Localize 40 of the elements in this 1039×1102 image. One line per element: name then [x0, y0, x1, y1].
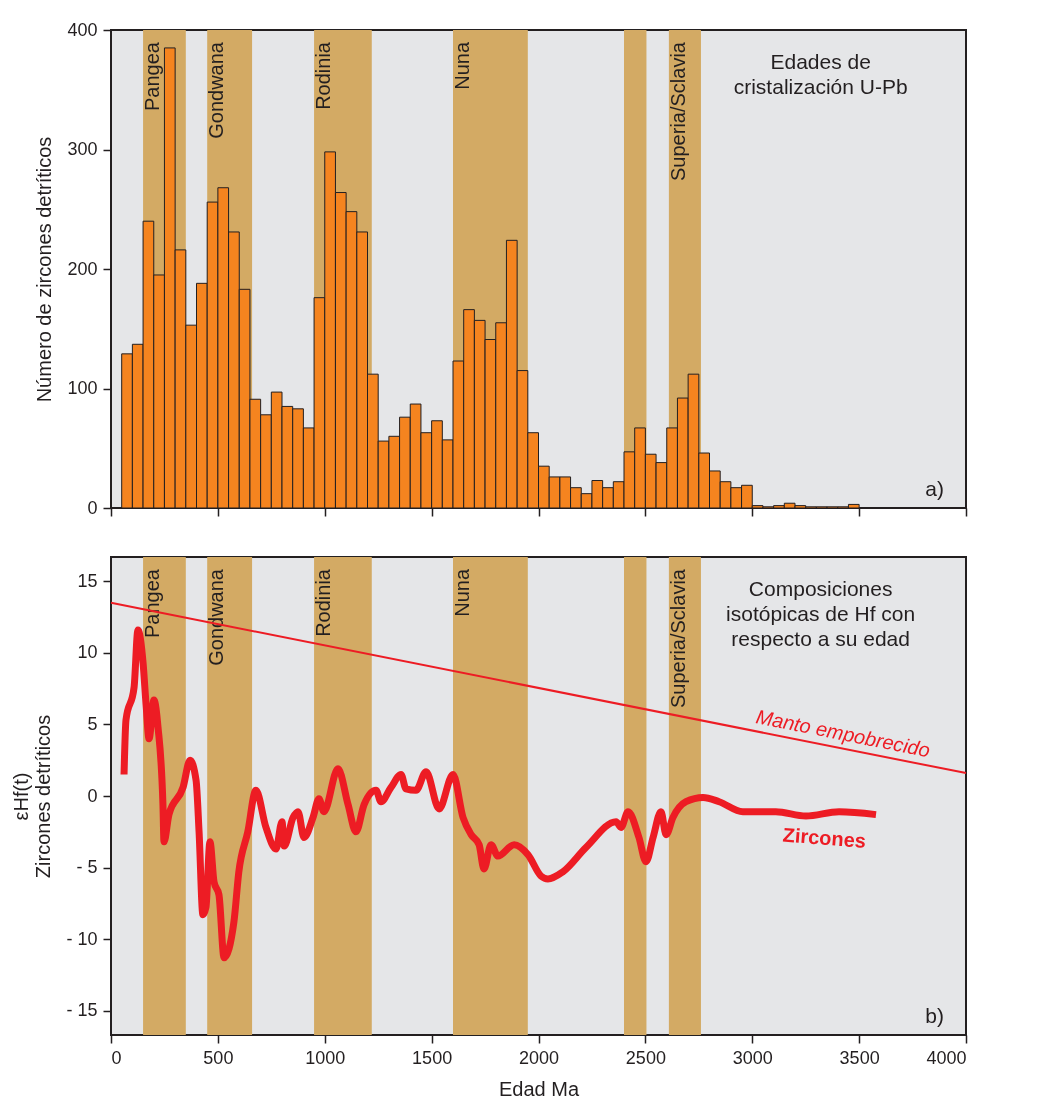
x-tick-label: 2500 [625, 1047, 666, 1068]
y-tick-label: 200 [67, 258, 98, 279]
annotation: b) [925, 1004, 944, 1027]
x-tick-label: 0 [111, 1047, 122, 1068]
x-tick-label: 1500 [412, 1047, 453, 1068]
annotation: Edades de cristalización U-Pb [733, 50, 908, 98]
x-tick-label: 1000 [305, 1047, 346, 1068]
band-label: Nuna [451, 568, 473, 617]
x-tick-label: 3000 [732, 1047, 773, 1068]
y-tick-label: 15 [77, 570, 98, 591]
band-label: Nuna [451, 41, 473, 90]
annotation: a) [925, 477, 944, 500]
band-label: Gondwana [205, 41, 228, 139]
band-label: Rodinia [312, 568, 335, 637]
y-tick-label: 0 [87, 497, 98, 518]
y-tick-label: - 5 [76, 857, 98, 878]
y-tick-label: 0 [87, 785, 98, 806]
x-tick-label: 4000 [926, 1047, 967, 1068]
band-label: Superia/Sclavia [666, 41, 689, 181]
band-label: Superia/Sclavia [666, 568, 689, 708]
y-tick-label: - 10 [66, 928, 98, 949]
y-tick-label: 300 [67, 139, 98, 159]
x-axis-title: Edad Ma [498, 1077, 580, 1100]
y-axis-title: Número de zircones detríticos [33, 136, 56, 403]
y-tick-label: - 15 [66, 1000, 98, 1021]
x-tick-label: 3500 [839, 1047, 880, 1068]
y-tick-label: 10 [77, 642, 98, 663]
annotation: Composiciones isotópicas de Hf con respecto a su edad [726, 577, 916, 650]
band-label: Pangea [141, 568, 164, 638]
band-label: Gondwana [205, 568, 228, 666]
x-tick-label: 500 [203, 1047, 234, 1068]
y-tick-label: 100 [67, 378, 98, 398]
x-tick-label: 2000 [518, 1047, 560, 1068]
y-axis-title: εHf(t) Zircones detríticos [10, 714, 55, 879]
band-label: Pangea [141, 41, 164, 111]
series-label: Zircones [781, 823, 867, 852]
band-label: Rodinia [312, 41, 335, 110]
y-tick-label: 5 [87, 713, 98, 734]
y-tick-label: 400 [67, 19, 98, 40]
text: Manto empobrecido [754, 705, 932, 762]
